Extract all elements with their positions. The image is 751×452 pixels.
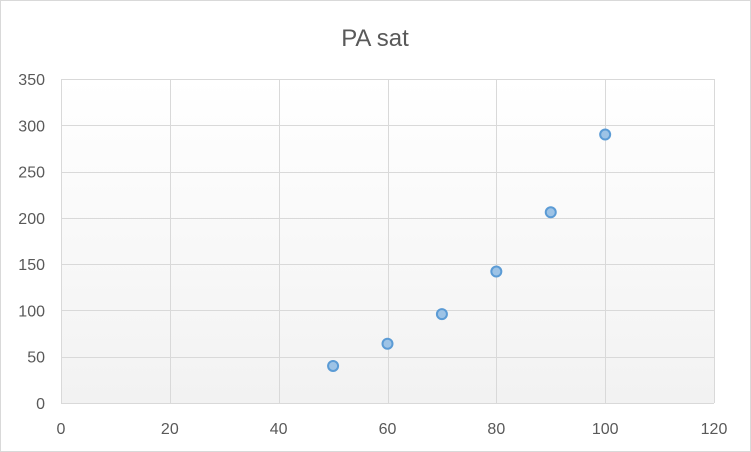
y-tick-label: 350 — [18, 72, 45, 89]
data-point — [490, 265, 503, 278]
x-tick-label: 0 — [57, 421, 66, 438]
data-points — [327, 128, 612, 372]
y-tick-label: 100 — [18, 303, 45, 320]
plot-area — [61, 79, 714, 403]
x-tick-label: 120 — [701, 421, 728, 438]
y-tick-label: 200 — [18, 211, 45, 228]
data-point — [381, 337, 394, 350]
y-tick-label: 150 — [18, 257, 45, 274]
axis-tick-labels: 0 20 40 60 80 100 120 0 50 100 150 200 250 300 350 — [18, 72, 727, 438]
data-point — [599, 128, 612, 141]
data-point — [544, 206, 557, 219]
y-tick-label: 0 — [36, 396, 45, 413]
data-point — [327, 359, 340, 372]
x-tick-label: 20 — [161, 421, 179, 438]
x-tick-label: 100 — [592, 421, 619, 438]
y-tick-label: 250 — [18, 165, 45, 182]
y-tick-label: 50 — [27, 350, 45, 367]
x-tick-label: 60 — [379, 421, 397, 438]
x-tick-label: 40 — [270, 421, 288, 438]
chart-title: PA sat — [341, 25, 409, 52]
y-tick-label: 300 — [18, 118, 45, 135]
data-point — [435, 308, 448, 321]
x-tick-label: 80 — [487, 421, 505, 438]
